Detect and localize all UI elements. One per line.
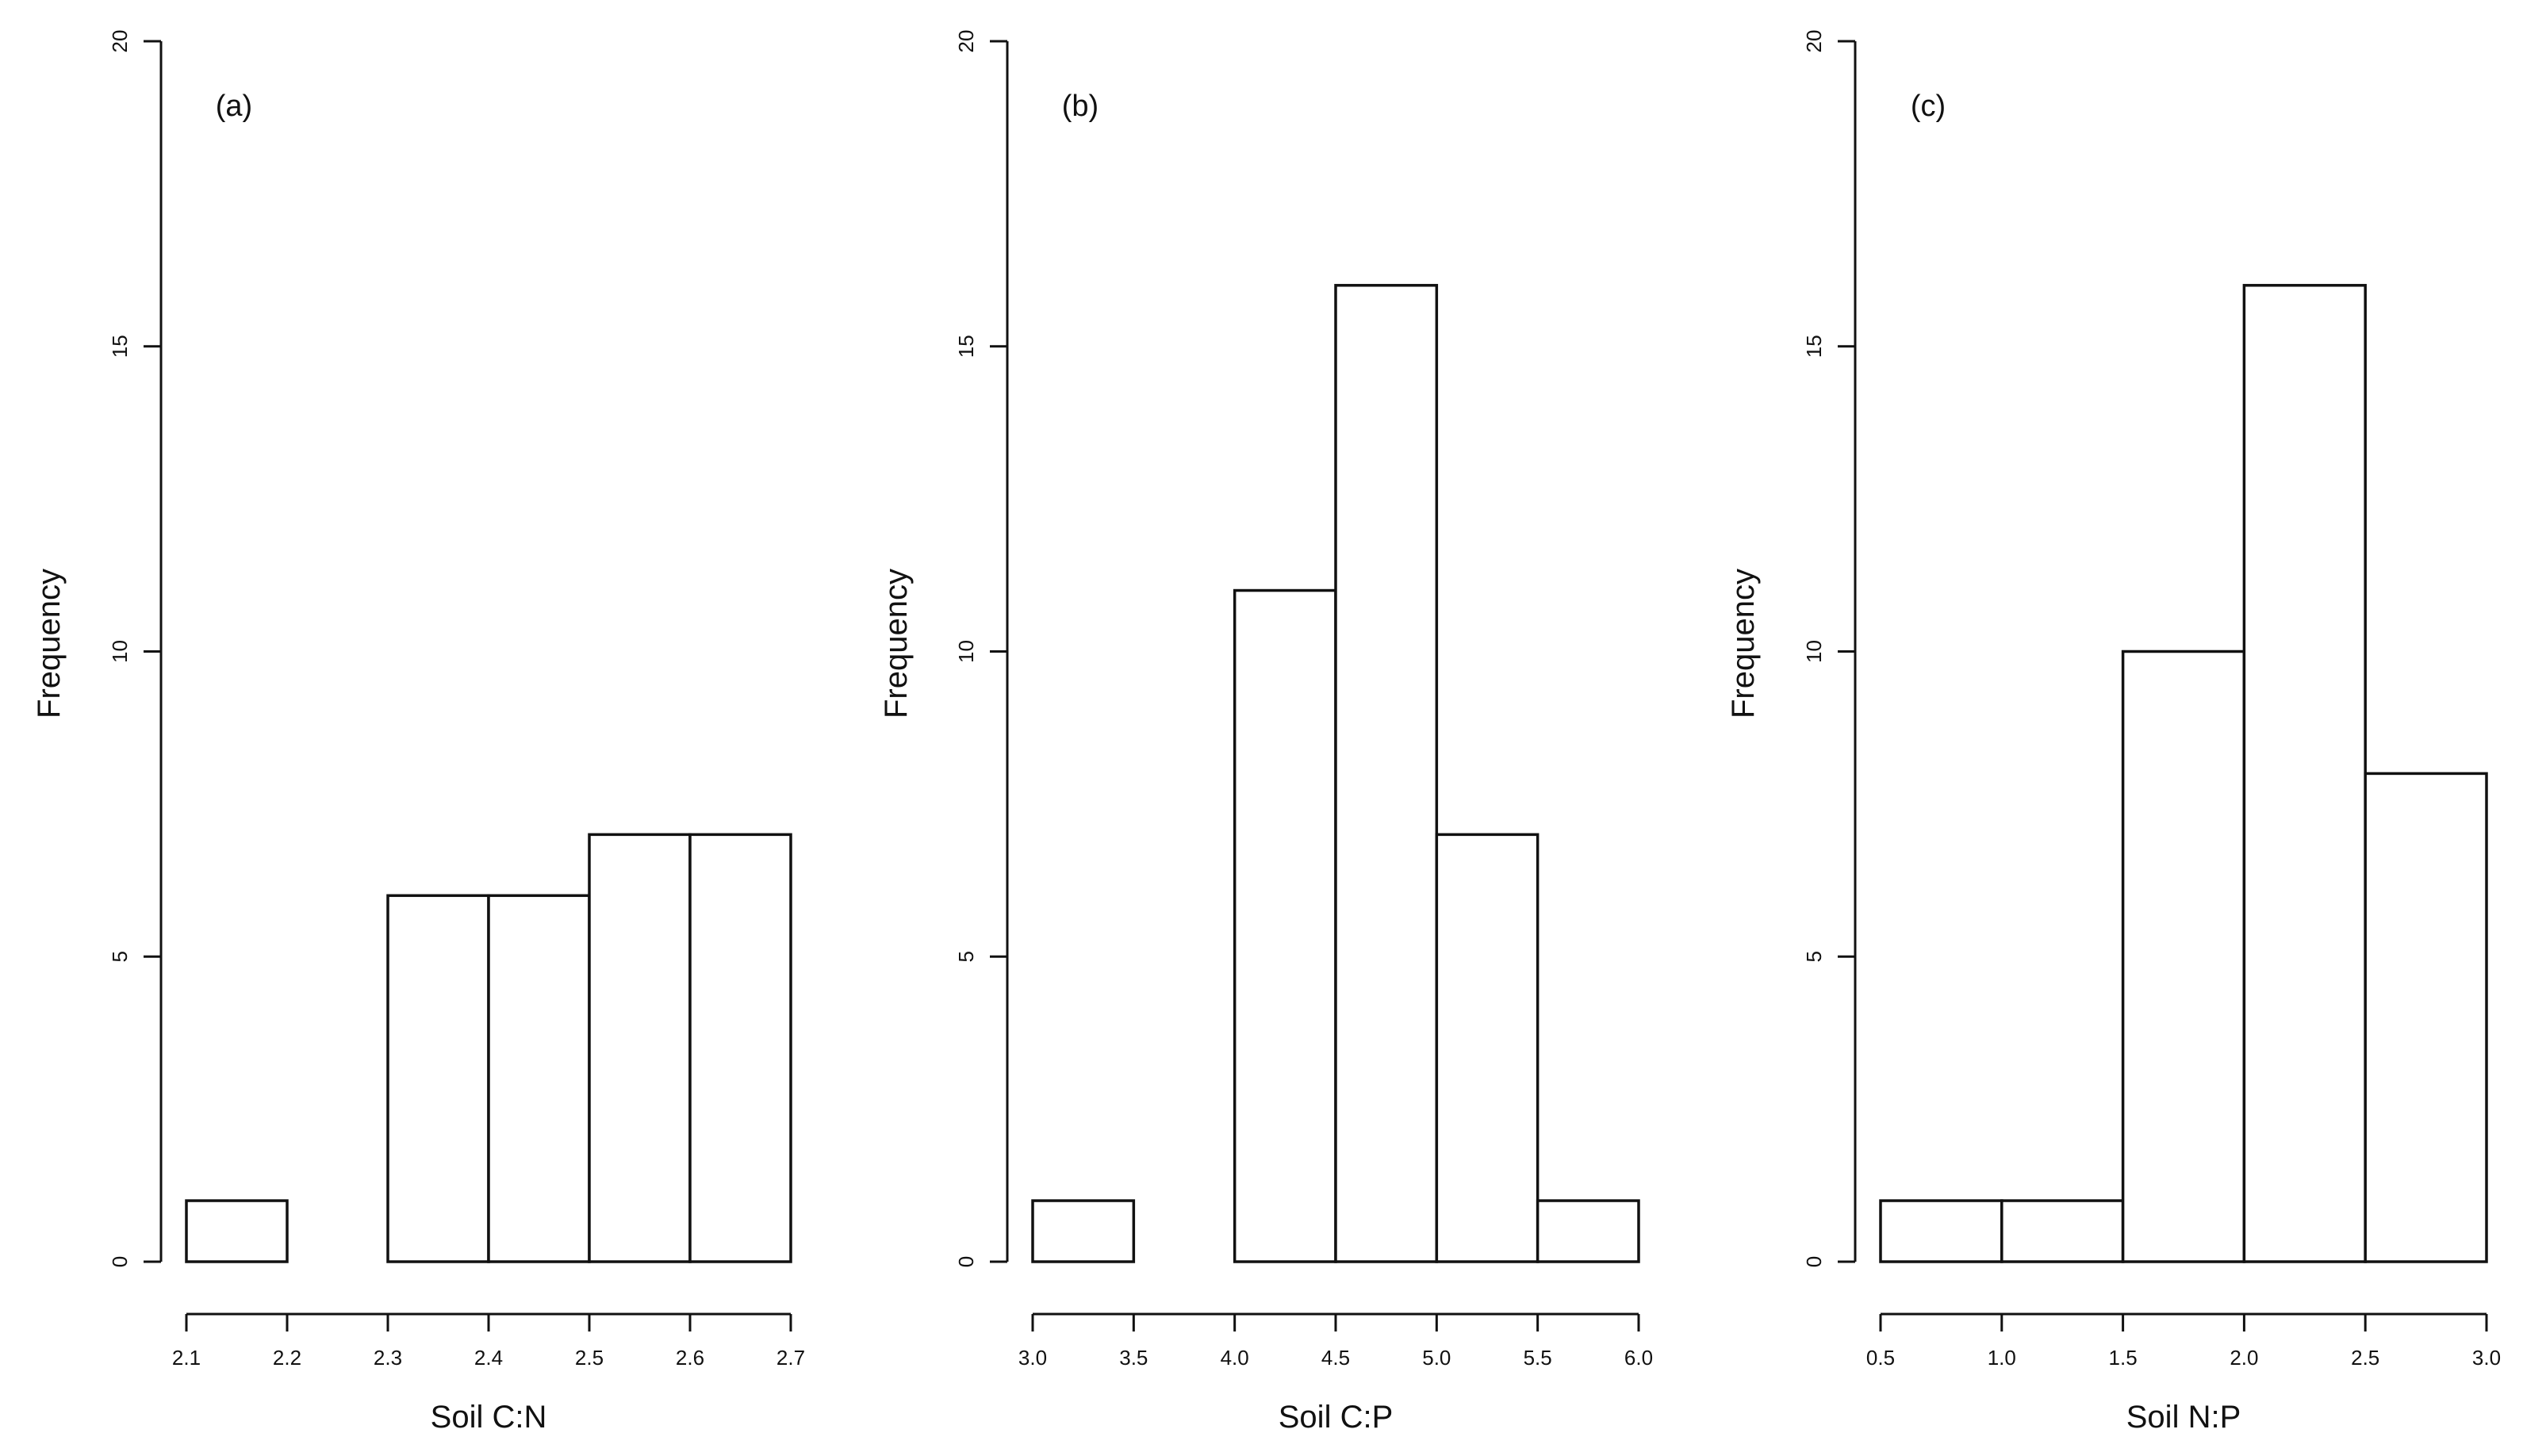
y-tick-label: 5 (108, 951, 132, 962)
x-tick-label: 2.1 (172, 1346, 201, 1370)
x-tick-label: 2.5 (2351, 1346, 2379, 1370)
x-tick-label: 3.0 (1018, 1346, 1047, 1370)
panel-label: (b) (1062, 90, 1099, 123)
y-tick-label: 20 (1802, 30, 1826, 53)
x-tick-label: 2.5 (575, 1346, 604, 1370)
histogram-panel-1: 0 5 10 15 20 2.1 2.2 2.3 2.4 2.5 2.6 2.7 Soil C:N Fre… (32, 30, 805, 1435)
x-axis-title: Soil N:P (2126, 1400, 2241, 1435)
y-tick-label: 15 (108, 335, 132, 358)
y-axis-title: Frequency (32, 569, 67, 718)
x-tick-label: 2.3 (374, 1346, 402, 1370)
histogram-bar (1031, 1199, 1136, 1263)
y-tick-label: 15 (1802, 335, 1826, 358)
x-tick-label: 0.5 (1866, 1346, 1895, 1370)
x-tick-label: 3.0 (2472, 1346, 2501, 1370)
histogram-bar (2364, 772, 2488, 1263)
x-tick-label: 2.2 (273, 1346, 301, 1370)
x-tick-label: 3.5 (1119, 1346, 1148, 1370)
histogram-bar (1879, 1199, 2003, 1263)
histogram-bar (185, 1199, 289, 1263)
x-tick-label: 1.0 (1988, 1346, 2016, 1370)
y-tick-label: 0 (1802, 1256, 1826, 1267)
y-tick-label: 10 (954, 640, 978, 663)
y-axis-title: Frequency (879, 569, 914, 718)
y-tick-label: 5 (1802, 951, 1826, 962)
histogram-bar (1435, 833, 1539, 1263)
histogram-bar (688, 833, 792, 1263)
y-tick-label: 20 (954, 30, 978, 53)
histogram-bar (2242, 284, 2367, 1263)
y-tick-label: 15 (954, 335, 978, 358)
x-tick-label: 5.5 (1524, 1346, 1552, 1370)
x-axis-title: Soil C:P (1279, 1400, 1394, 1435)
x-axis-title: Soil C:N (431, 1400, 547, 1435)
x-tick-label: 2.6 (676, 1346, 704, 1370)
histogram-bar (1334, 284, 1439, 1263)
panel-label: (a) (216, 90, 252, 123)
histogram-bar (1536, 1199, 1640, 1263)
x-tick-label: 2.0 (2230, 1346, 2258, 1370)
x-tick-label: 4.0 (1221, 1346, 1249, 1370)
x-tick-label: 5.0 (1422, 1346, 1451, 1370)
y-tick-label: 20 (108, 30, 132, 53)
y-tick-label: 10 (108, 640, 132, 663)
y-tick-label: 10 (1802, 640, 1826, 663)
histogram-bar (386, 894, 490, 1263)
x-tick-label: 4.5 (1321, 1346, 1350, 1370)
histogram-panel-2: 0 5 10 15 20 3.0 3.5 4.0 4.5 5.0 5.5 6.0 Soil C:P Fre… (879, 30, 1653, 1435)
y-tick-label: 0 (108, 1256, 132, 1267)
histogram-bar (2121, 649, 2246, 1263)
x-tick-label: 6.0 (1624, 1346, 1653, 1370)
histogram-bar (1233, 588, 1337, 1263)
histogram-bar (487, 894, 591, 1263)
histogram-bar (2000, 1199, 2125, 1263)
histogram-bar (588, 833, 692, 1263)
x-tick-label: 2.4 (474, 1346, 503, 1370)
histogram-panel-3: 0 5 10 15 20 0.5 1.0 1.5 2.0 2.5 3.0 Soil N:P Freque… (1726, 30, 2501, 1435)
x-tick-label: 2.7 (776, 1346, 805, 1370)
y-tick-label: 5 (954, 951, 978, 962)
x-tick-label: 1.5 (2109, 1346, 2138, 1370)
y-tick-label: 0 (954, 1256, 978, 1267)
y-axis-title: Frequency (1726, 569, 1761, 718)
panel-label: (c) (1911, 90, 1946, 123)
